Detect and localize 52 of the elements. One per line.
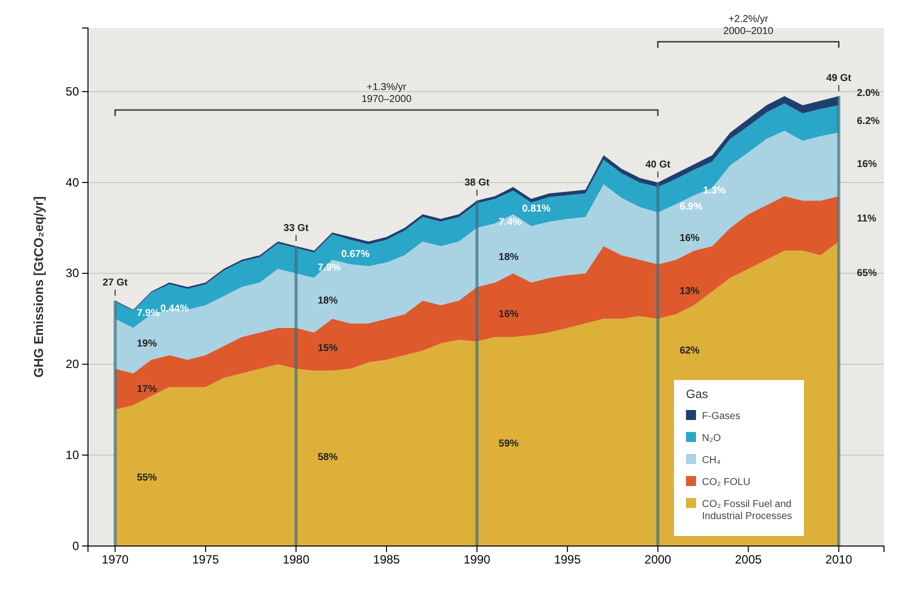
annotation: 65% xyxy=(856,268,877,280)
y-tick-label: 30 xyxy=(66,266,80,280)
annotation: 11% xyxy=(856,213,876,224)
x-tick-label: 1995 xyxy=(554,552,582,567)
legend-label: CH₄ xyxy=(702,455,721,466)
annotation: 6.9% xyxy=(680,202,702,213)
x-tick-label: 1980 xyxy=(282,552,310,567)
ref-line-label: 38 Gt xyxy=(464,178,490,189)
y-tick-label: 10 xyxy=(66,448,80,462)
x-tick-label: 1975 xyxy=(192,552,220,567)
legend-label: CO₂ Fossil Fuel and Industrial Processes xyxy=(702,499,792,522)
annotation: 16% xyxy=(680,233,700,244)
annotation: 59% xyxy=(498,438,519,450)
annotation: 55% xyxy=(136,472,157,484)
x-tick-label: 2010 xyxy=(825,552,852,567)
ref-line-label: 33 Gt xyxy=(284,223,310,234)
x-tick-label: 2005 xyxy=(734,552,762,567)
annotation: 7.9% xyxy=(136,308,160,319)
ref-line-label: 27 Gt xyxy=(102,278,128,289)
annotation: 1.3% xyxy=(703,185,726,196)
annotation: 6.2% xyxy=(856,116,880,128)
annotation: 17% xyxy=(136,384,157,395)
y-tick-label: 50 xyxy=(66,84,80,98)
annotation: 58% xyxy=(318,452,338,464)
legend-label: CO₂ FOLU xyxy=(702,477,750,488)
annotation: +2.2%/yr 2000–2010 xyxy=(723,14,774,37)
annotation: 18% xyxy=(498,252,519,264)
annotation: 18% xyxy=(318,295,338,306)
ref-line-label: 40 Gt xyxy=(645,159,672,170)
annotation: 13% xyxy=(680,286,700,298)
x-tick-label: 1990 xyxy=(464,552,491,567)
x-tick-label: 1970 xyxy=(102,552,129,567)
legend-label: N₂O xyxy=(702,433,722,444)
annotation: 7.4% xyxy=(498,217,522,228)
annotation: 0.67% xyxy=(341,248,370,260)
x-tick-label: 1985 xyxy=(373,552,400,567)
legend-title: Gas xyxy=(686,387,708,401)
legend-label: F-Gases xyxy=(702,411,740,422)
annotation: 16% xyxy=(498,308,519,320)
annotation: 16% xyxy=(856,158,877,170)
annotation: 2.0% xyxy=(856,88,880,100)
annotation: 62% xyxy=(680,345,700,356)
y-tick-label: 0 xyxy=(72,538,80,553)
y-axis-title: GHG Emissions [GtCO₂eq/yr] xyxy=(31,196,46,378)
y-tick-label: 20 xyxy=(66,357,80,372)
annotation: 15% xyxy=(318,342,338,354)
y-tick-label: 40 xyxy=(66,175,80,190)
annotation: 0.81% xyxy=(522,203,551,214)
ref-line-label: 49 Gt xyxy=(826,73,852,84)
x-tick-label: 2000 xyxy=(644,552,672,567)
annotation: 19% xyxy=(136,338,157,350)
annotation: +1.3%/yr 1970–2000 xyxy=(361,82,412,105)
